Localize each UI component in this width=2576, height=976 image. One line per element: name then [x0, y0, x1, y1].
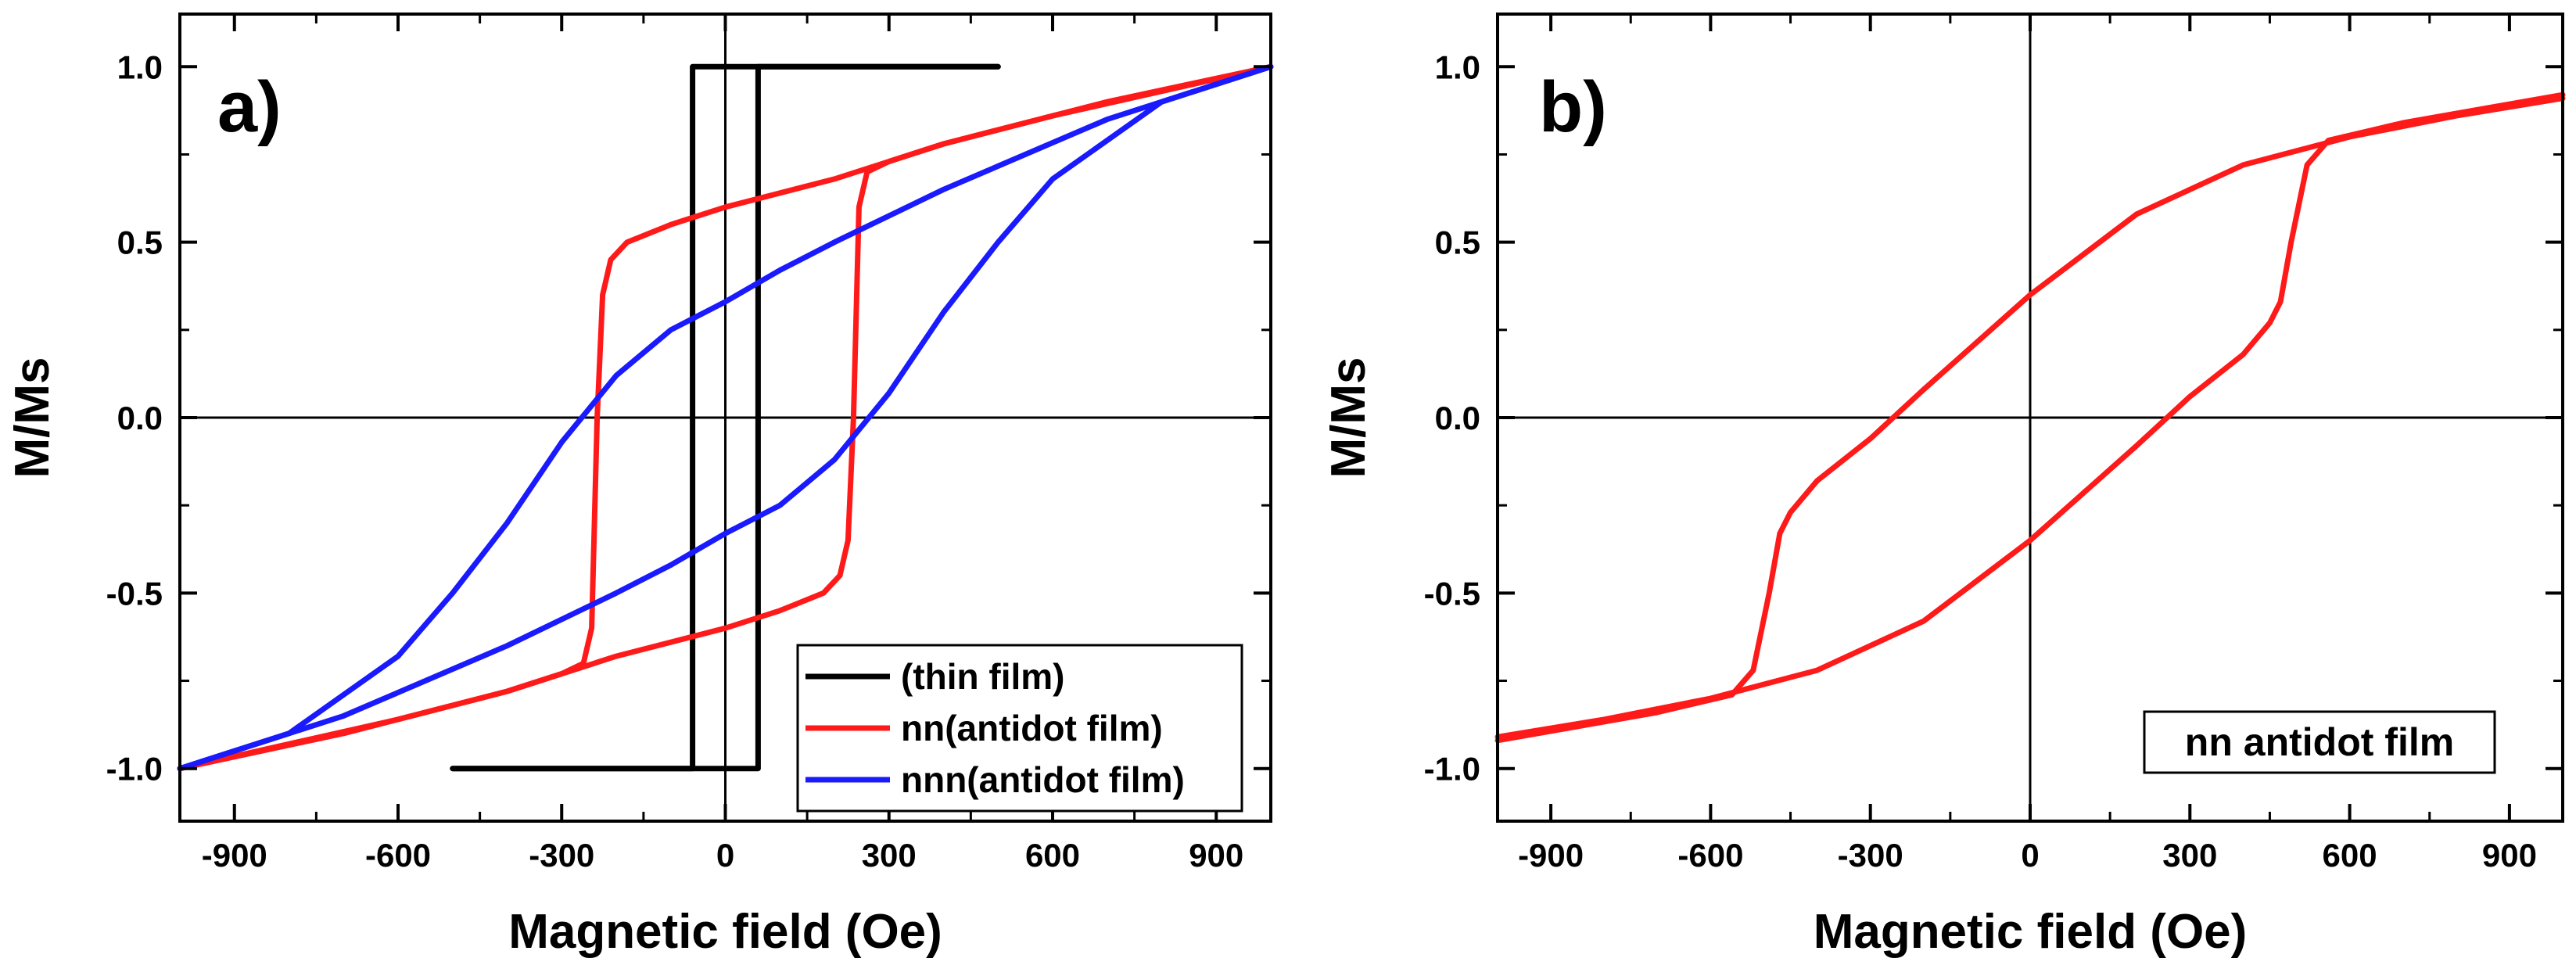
panel-b-ytick-label: -0.5: [1424, 575, 1480, 612]
panel-a-y-axis-title: M/Ms: [5, 357, 59, 479]
panel-a-xtick-label: 300: [862, 837, 917, 874]
panel-a-ytick-label: 0.5: [117, 224, 163, 261]
panel-a-xtick-label: 0: [716, 837, 734, 874]
panel-b-xtick-label: 600: [2323, 837, 2377, 874]
panel-b-xtick-label: 0: [2021, 837, 2039, 874]
panel-b-ytick-label: 1.0: [1435, 48, 1480, 85]
panel-a-panel-label: a): [217, 67, 282, 147]
panel-b-xtick-label: 300: [2162, 837, 2217, 874]
panel-b-y-axis-title: M/Ms: [1322, 357, 1376, 479]
panel-b-series-0-branch-1: [1494, 92, 2566, 740]
panel-a-ytick-label: -1.0: [106, 751, 163, 788]
legend-label-1: nn(antidot film): [901, 708, 1163, 748]
panel-a-ytick-label: 1.0: [117, 48, 163, 85]
panel-a-xtick-label: -300: [529, 837, 594, 874]
panel-b-ytick-label: 0.5: [1435, 224, 1480, 261]
panel-a-series-1-branch-1: [177, 63, 1274, 772]
panel-b-x-axis-title: Magnetic field (Oe): [1814, 905, 2248, 959]
panel-b-xtick-label: -300: [1838, 837, 1903, 874]
legend-label-0: (thin film): [901, 656, 1065, 697]
legend-label-2: nnn(antidot film): [901, 759, 1185, 800]
panel-a-series-0-branch-1: [450, 63, 1001, 772]
panel-a-xtick-label: -900: [202, 837, 267, 874]
panel-b-xtick-label: -900: [1518, 837, 1584, 874]
panel-b-xtick-label: 900: [2482, 837, 2537, 874]
panel-a-ytick-label: -0.5: [106, 575, 163, 612]
panel-a-xtick-label: -600: [365, 837, 431, 874]
panel-b-ytick-label: -1.0: [1424, 751, 1480, 788]
panel-b-panel-label: b): [1539, 67, 1607, 147]
panel-a-legend: (thin film) nn(antidot film) nnn(antidot f…: [796, 644, 1243, 813]
panel-a-ytick-label: 0.0: [117, 400, 163, 436]
panel-a-series-2-branch-0: [177, 63, 1274, 772]
panel-a-series-2-branch-1: [177, 63, 1274, 772]
panel-a-xtick-label: 600: [1025, 837, 1080, 874]
panel-a-x-axis-title: Magnetic field (Oe): [508, 905, 942, 959]
panel-a-xtick-label: 900: [1189, 837, 1243, 874]
panel-a-chart: -900 -600 -300 0 300 600 900 -1.0 -0.5 0.0 0.5 1.0 M…: [5, 13, 1274, 959]
panel-b-xtick-label: -600: [1677, 837, 1743, 874]
panel-b-annotation-box: [2143, 710, 2496, 774]
panel-b-ytick-label: 0.0: [1435, 400, 1480, 436]
panel-b-annotation-text: nn antidot film: [2185, 720, 2454, 764]
panel-b-chart: -900 -600 -300 0 300 600 900 -1.0 -0.5 0.0 0.5 1.0 M…: [1322, 13, 2566, 959]
